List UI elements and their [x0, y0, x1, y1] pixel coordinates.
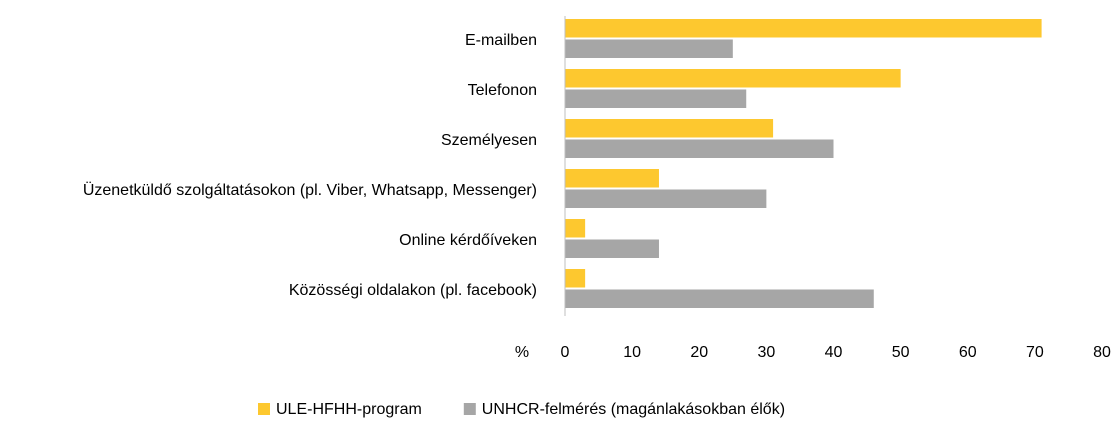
bar: [565, 269, 586, 288]
bar: [565, 219, 586, 238]
y-tick-label: E-mailben: [465, 32, 537, 49]
y-tick-label: Telefonon: [468, 82, 537, 99]
x-tick-label: 30: [757, 344, 775, 361]
legend-swatch: [463, 403, 476, 415]
bar: [565, 69, 901, 88]
legend-label: ULE-HFHH-program: [276, 401, 422, 418]
x-tick-label: 80: [1093, 344, 1111, 361]
bar: [565, 169, 659, 188]
bar: [565, 19, 1042, 38]
legend-swatch: [258, 403, 270, 415]
legend-label: UNHCR-felmérés (magánlakásokban élők): [482, 401, 785, 418]
bar: [565, 189, 767, 208]
bar: [565, 239, 659, 258]
x-axis-label: %: [515, 344, 529, 361]
x-tick-label: 20: [690, 344, 708, 361]
y-tick-label: Üzenetküldő szolgáltatásokon (pl. Viber,…: [83, 181, 537, 199]
bar: [565, 119, 774, 138]
bar: [565, 289, 874, 308]
bar: [565, 139, 834, 158]
x-tick-label: 10: [623, 344, 641, 361]
bar: [565, 39, 733, 58]
x-tick-label: 50: [892, 344, 910, 361]
x-tick-label: 60: [959, 344, 977, 361]
x-tick-label: 70: [1026, 344, 1044, 361]
x-tick-label: 40: [825, 344, 843, 361]
y-tick-label: Közösségi oldalakon (pl. facebook): [289, 282, 537, 299]
y-tick-label: Online kérdőíveken: [399, 232, 537, 249]
bar: [565, 89, 747, 108]
y-tick-label: Személyesen: [441, 132, 537, 149]
x-tick-label: 0: [561, 344, 570, 361]
